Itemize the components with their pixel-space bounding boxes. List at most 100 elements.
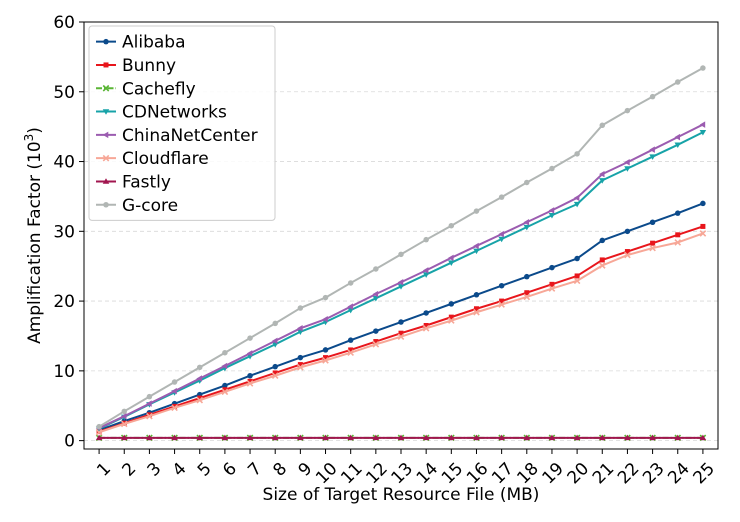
data-point bbox=[196, 396, 204, 404]
y-tick-label: 10 bbox=[53, 362, 75, 382]
data-point bbox=[649, 434, 656, 441]
data-point bbox=[146, 400, 152, 407]
data-point bbox=[624, 434, 631, 441]
data-point bbox=[649, 93, 656, 100]
data-point bbox=[247, 372, 253, 379]
series-line bbox=[98, 202, 704, 432]
data-point bbox=[372, 290, 379, 298]
data-point bbox=[221, 388, 229, 396]
data-point bbox=[624, 251, 631, 259]
data-point bbox=[372, 434, 380, 441]
data-point bbox=[121, 412, 127, 420]
x-axis-title: Size of Target Resource File (MB) bbox=[263, 485, 540, 505]
y-tick-label: 20 bbox=[53, 292, 75, 312]
data-point bbox=[649, 244, 656, 252]
data-point bbox=[95, 428, 103, 436]
data-point bbox=[574, 273, 580, 279]
data-point bbox=[448, 254, 454, 262]
data-point bbox=[473, 292, 480, 298]
x-tick-label: 7 bbox=[244, 459, 266, 481]
data-point bbox=[222, 382, 228, 389]
data-point bbox=[272, 320, 278, 327]
data-point bbox=[322, 294, 329, 301]
data-point bbox=[524, 273, 530, 280]
data-point bbox=[473, 242, 479, 250]
data-point bbox=[297, 354, 304, 361]
legend-marker bbox=[102, 109, 110, 115]
data-point bbox=[372, 296, 380, 302]
data-point bbox=[523, 434, 531, 441]
legend-marker bbox=[103, 62, 109, 68]
data-point bbox=[499, 298, 505, 304]
data-point bbox=[650, 240, 656, 246]
legend-item: Cloudflare bbox=[96, 149, 209, 169]
data-point bbox=[498, 194, 505, 200]
x-tick-label: 5 bbox=[194, 459, 216, 481]
data-point bbox=[700, 223, 706, 229]
data-point bbox=[347, 280, 354, 286]
data-point bbox=[700, 65, 706, 71]
data-point bbox=[448, 314, 454, 320]
legend-label: Fastly bbox=[122, 172, 171, 192]
data-point bbox=[221, 434, 229, 441]
data-point bbox=[699, 121, 706, 128]
y-tick-label: 30 bbox=[53, 222, 75, 242]
data-point bbox=[297, 305, 304, 311]
data-point bbox=[423, 236, 429, 243]
data-point bbox=[246, 434, 254, 441]
data-point bbox=[222, 387, 228, 393]
data-point bbox=[121, 434, 128, 441]
data-point bbox=[599, 257, 605, 263]
legend-label: Bunny bbox=[122, 56, 176, 76]
data-point bbox=[448, 222, 455, 229]
data-point bbox=[448, 434, 455, 441]
data-point bbox=[573, 277, 581, 285]
legend-marker bbox=[102, 84, 110, 92]
data-point bbox=[322, 315, 328, 323]
data-point bbox=[347, 303, 353, 310]
data-point bbox=[473, 208, 480, 214]
series-line bbox=[98, 225, 704, 433]
legend-item: Fastly bbox=[96, 172, 171, 192]
legend: Alibaba Bunny Cachefly CDNetworks ChinaNetCe… bbox=[88, 25, 276, 221]
data-point bbox=[598, 262, 606, 269]
data-point bbox=[523, 293, 531, 301]
data-point bbox=[322, 434, 329, 441]
data-point bbox=[674, 434, 681, 441]
legend-marker bbox=[102, 131, 109, 139]
data-point bbox=[373, 339, 379, 345]
data-point bbox=[96, 423, 102, 430]
data-point bbox=[297, 434, 304, 441]
legend-label: Alibaba bbox=[122, 33, 186, 53]
data-point bbox=[574, 151, 580, 157]
data-point bbox=[423, 310, 429, 316]
legend-item: Alibaba bbox=[96, 33, 186, 53]
data-point bbox=[624, 166, 631, 172]
legend-label: G-core bbox=[122, 196, 178, 216]
data-point bbox=[373, 266, 379, 272]
data-point bbox=[297, 364, 304, 371]
data-point bbox=[397, 333, 405, 340]
data-point bbox=[549, 165, 555, 172]
data-point bbox=[523, 224, 531, 231]
data-point bbox=[247, 335, 253, 341]
series-alibaba bbox=[96, 200, 706, 433]
data-point bbox=[624, 249, 630, 255]
data-point bbox=[146, 412, 152, 418]
legend-marker bbox=[102, 178, 110, 184]
data-point bbox=[699, 230, 707, 237]
data-point bbox=[221, 362, 228, 370]
data-point bbox=[700, 200, 706, 207]
data-point bbox=[121, 408, 128, 415]
data-point bbox=[247, 378, 253, 384]
data-point bbox=[649, 146, 655, 153]
data-point bbox=[498, 282, 505, 289]
data-point bbox=[548, 207, 555, 214]
data-point bbox=[146, 434, 153, 441]
y-tick-label: 0 bbox=[64, 432, 75, 452]
data-point bbox=[674, 210, 681, 216]
data-point bbox=[599, 434, 606, 441]
data-point bbox=[196, 434, 203, 441]
data-point bbox=[271, 434, 279, 441]
x-tick-label: 1 bbox=[93, 459, 115, 481]
